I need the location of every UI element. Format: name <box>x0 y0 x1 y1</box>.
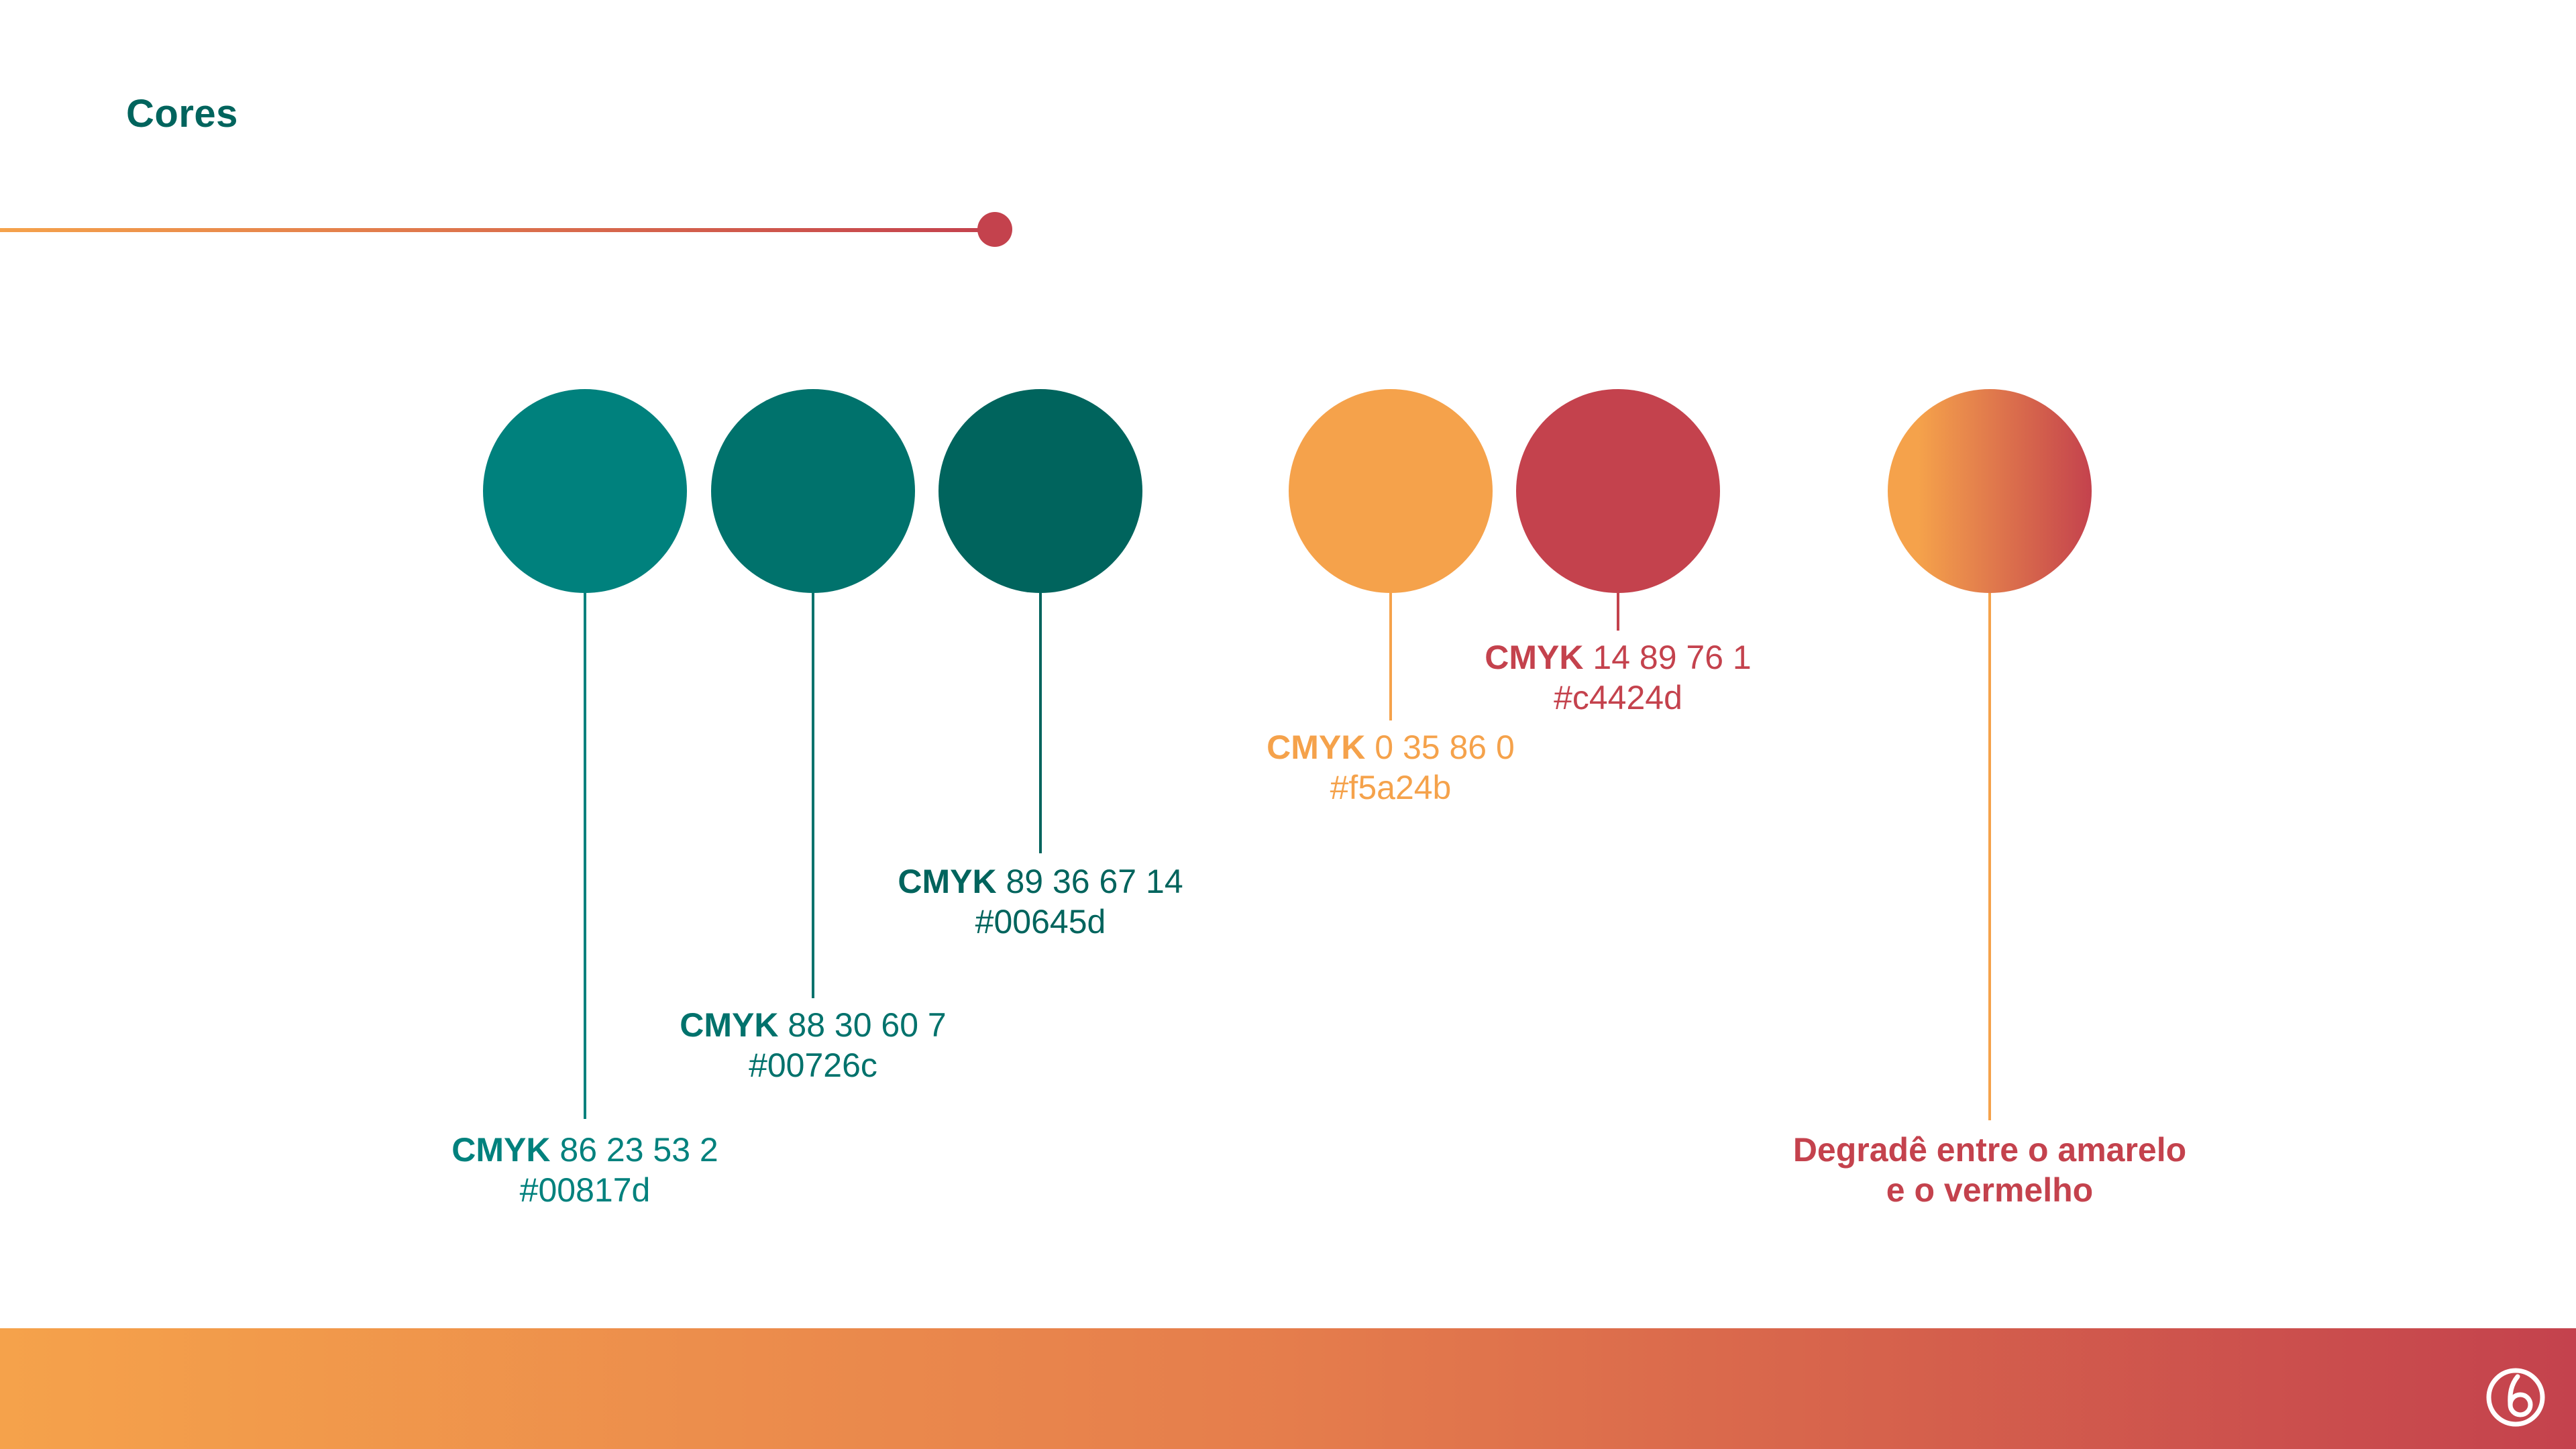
swatch-label: CMYK 14 89 76 1 #c4424d <box>1363 637 1873 718</box>
swatch-stem <box>812 593 814 998</box>
swatch-stem <box>1389 593 1392 720</box>
swatch-label: CMYK 88 30 60 7 #00726c <box>558 1005 1068 1085</box>
color-swatch-teal-light <box>483 389 687 593</box>
cmyk-values: 14 89 76 1 <box>1593 639 1752 676</box>
color-swatch-yellow <box>1289 389 1493 593</box>
hex-value: #00726c <box>749 1046 877 1084</box>
swatch-label: CMYK 89 36 67 14 #00645d <box>786 861 1295 942</box>
swatch-stem <box>584 593 586 1119</box>
color-swatch-teal-dark <box>938 389 1142 593</box>
cmyk-key: CMYK <box>1485 639 1584 676</box>
cmyk-key: CMYK <box>680 1006 779 1044</box>
accent-line <box>0 228 979 232</box>
swatch-label: CMYK 0 35 86 0 #f5a24b <box>1136 727 1646 808</box>
cmyk-line: CMYK 86 23 53 2 <box>330 1130 840 1170</box>
swatch-stem <box>1617 593 1619 631</box>
accent-dot <box>977 212 1012 247</box>
gradient-label-line1: Degradê entre o amarelo <box>1792 1131 2187 1169</box>
cmyk-line: CMYK 89 36 67 14 <box>786 861 1295 902</box>
brand-logo-icon <box>2486 1368 2545 1427</box>
gradient-label: Degradê entre o amarelo e o vermelho <box>1735 1130 2245 1210</box>
cmyk-values: 0 35 86 0 <box>1375 729 1515 766</box>
cmyk-line: CMYK 0 35 86 0 <box>1136 727 1646 767</box>
cmyk-key: CMYK <box>1267 729 1366 766</box>
page-title: Cores <box>126 92 238 136</box>
cmyk-line: CMYK 14 89 76 1 <box>1363 637 1873 678</box>
cmyk-line: CMYK 88 30 60 7 <box>558 1005 1068 1045</box>
swatch-stem <box>1988 593 1991 1120</box>
color-swatch-teal-medium <box>711 389 915 593</box>
hex-value: #00817d <box>519 1171 651 1209</box>
cmyk-values: 86 23 53 2 <box>559 1131 718 1169</box>
cmyk-values: 89 36 67 14 <box>1006 863 1183 900</box>
cmyk-key: CMYK <box>898 863 997 900</box>
cmyk-key: CMYK <box>451 1131 551 1169</box>
footer-gradient-band <box>0 1328 2576 1449</box>
color-swatch-red <box>1516 389 1720 593</box>
cmyk-values: 88 30 60 7 <box>788 1006 947 1044</box>
hex-value: #c4424d <box>1554 679 1682 716</box>
swatch-label: CMYK 86 23 53 2 #00817d <box>330 1130 840 1210</box>
gradient-label-line2: e o vermelho <box>1886 1171 2094 1209</box>
hex-value: #f5a24b <box>1330 769 1452 806</box>
hex-value: #00645d <box>975 903 1106 941</box>
swatch-stem <box>1039 593 1042 853</box>
color-swatch-gradient <box>1888 389 2092 593</box>
